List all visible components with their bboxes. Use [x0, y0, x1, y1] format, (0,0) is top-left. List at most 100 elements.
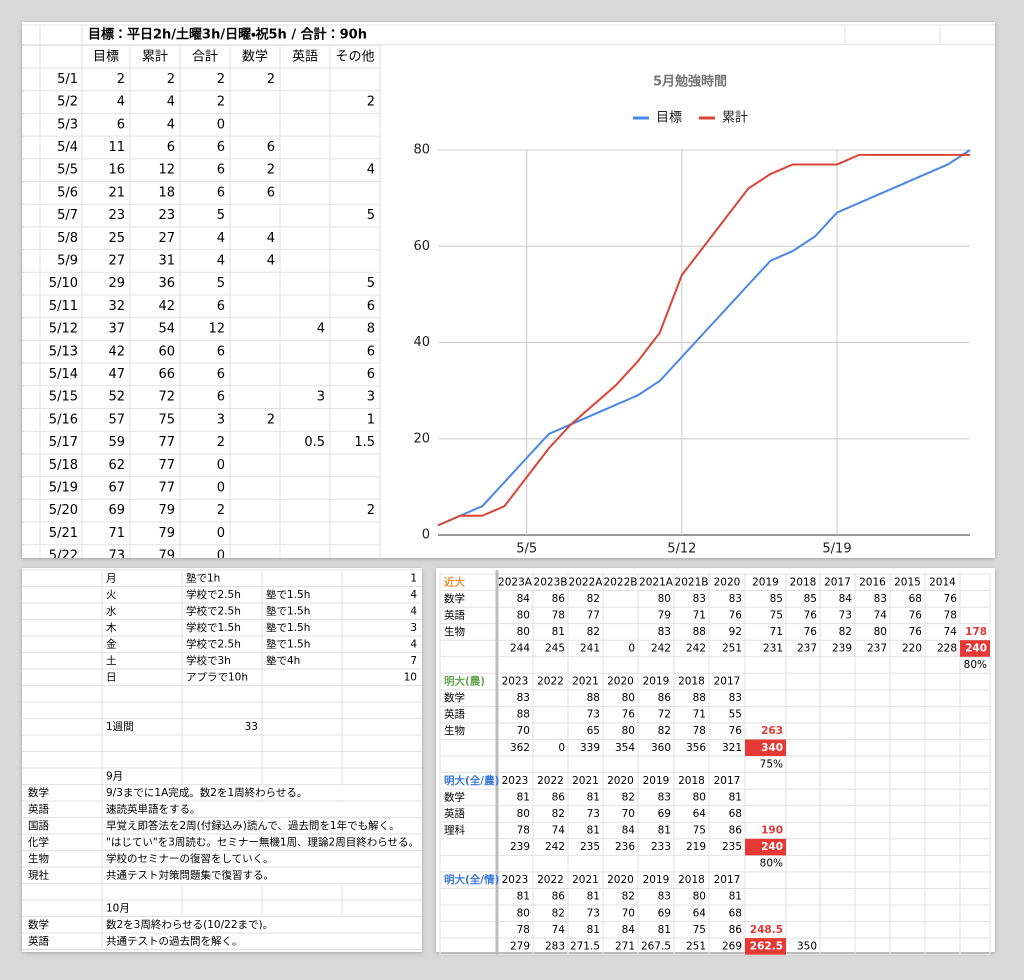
score-cell: 81	[587, 791, 600, 803]
item-cell: アプラで10h	[186, 671, 248, 683]
value-cell: 2	[117, 72, 125, 87]
value-cell: 2	[217, 435, 225, 450]
subject-label: 英語	[444, 807, 465, 820]
year-header: 2017	[824, 576, 851, 588]
hours-cell: 10	[404, 671, 417, 683]
date-cell: 5/13	[49, 344, 78, 359]
y-tick-label: 80	[413, 143, 430, 158]
score-cell: 84	[622, 924, 636, 936]
value-cell: 0	[217, 526, 225, 541]
total-cell: 235	[722, 841, 742, 853]
subject-cell: 数学	[28, 786, 49, 799]
total-cell: 245	[545, 642, 565, 654]
value-cell: 69	[108, 503, 125, 518]
target-score: 248.5	[750, 924, 783, 936]
item-cell: 塾で1.5h	[266, 621, 310, 634]
date-cell: 5/19	[49, 480, 78, 495]
value-cell: 77	[158, 480, 175, 495]
item-cell: 学校で2.5h	[186, 588, 241, 601]
value-cell: 6	[267, 140, 275, 155]
value-cell: 77	[158, 435, 175, 450]
value-cell: 21	[108, 185, 125, 200]
score-cell: 76	[944, 593, 958, 605]
total-cell: 267.5	[641, 940, 671, 952]
score-cell: 68	[729, 808, 742, 820]
score-cell: 73	[587, 907, 600, 919]
date-cell: 5/5	[57, 163, 78, 178]
score-cell: 76	[909, 626, 923, 638]
plan-text: 数2を3周終わらせる(10/22まで)。	[106, 918, 273, 931]
date-cell: 5/20	[49, 503, 78, 518]
score-cell: 74	[944, 626, 958, 638]
score-cell: 81	[658, 924, 671, 936]
value-cell: 3	[217, 412, 225, 427]
total-cell: 220	[902, 642, 922, 654]
subject-label: 数学	[444, 691, 465, 704]
value-cell: 2	[217, 95, 225, 110]
score-cell: 72	[658, 709, 671, 721]
x-tick-label: 5/5	[516, 542, 537, 557]
year-header: 2020	[607, 676, 634, 688]
score-cell: 82	[622, 791, 635, 803]
date-cell: 5/18	[49, 458, 78, 473]
score-cell: 88	[587, 692, 600, 704]
year-header: 2017	[714, 676, 741, 688]
subject-label: 生物	[444, 724, 465, 737]
legend-label: 累計	[722, 110, 748, 126]
score-cell: 82	[552, 808, 565, 820]
score-cell: 78	[693, 725, 706, 737]
subject-label: 理科	[444, 824, 465, 837]
value-cell: 1	[367, 412, 375, 427]
score-cell: 75	[693, 924, 706, 936]
total-cell: 339	[580, 742, 600, 754]
value-cell: 37	[108, 322, 125, 337]
subject-cell: 英語	[28, 802, 49, 815]
value-cell: 12	[158, 163, 175, 178]
hours-cell: 1	[410, 572, 417, 584]
score-cell: 82	[587, 626, 600, 638]
highlight-cell	[745, 739, 786, 757]
weekly-label: 1週間	[106, 721, 134, 733]
value-cell: 62	[108, 458, 125, 473]
score-cell: 88	[517, 709, 530, 721]
item-cell: 塾で4h	[266, 654, 300, 667]
score-cell: 80	[517, 907, 530, 919]
text-backing	[103, 835, 421, 850]
item-cell: 学校で2.5h	[186, 637, 241, 650]
value-cell: 57	[108, 412, 125, 427]
score-cell: 81	[729, 791, 742, 803]
value-cell: 52	[108, 390, 125, 405]
subject-label: 数学	[444, 790, 465, 803]
value-cell: 6	[367, 344, 375, 359]
total-cell: 228	[937, 642, 957, 654]
date-cell: 5/15	[49, 390, 78, 405]
value-cell: 1.5	[354, 435, 375, 450]
score-cell: 64	[693, 808, 707, 820]
score-cell: 76	[622, 709, 636, 721]
section-name: 近大	[444, 575, 465, 588]
value-cell: 54	[158, 322, 175, 337]
score-cell: 79	[658, 609, 671, 621]
subject-label: 数学	[444, 592, 465, 605]
score-cell: 84	[517, 593, 531, 605]
score-cell: 83	[658, 891, 671, 903]
value-cell: 4	[317, 322, 325, 337]
score-cell: 70	[622, 808, 635, 820]
value-cell: 36	[158, 276, 175, 291]
value-cell: 5	[367, 276, 375, 291]
y-tick-label: 60	[413, 239, 430, 254]
score-cell: 83	[874, 593, 887, 605]
subject-cell: 化学	[28, 835, 49, 848]
value-cell: 27	[158, 231, 175, 246]
year-header: 2014	[929, 576, 956, 588]
date-cell: 5/6	[57, 185, 78, 200]
hours-cell: 4	[410, 638, 417, 650]
score-cell: 82	[658, 725, 671, 737]
scores-sheet: 近大 2023A 2023B 2022A 2022B 2021A 2021B 2020 2019…	[439, 570, 991, 956]
score-cell: 81	[658, 825, 671, 837]
year-header: 2022A	[569, 576, 604, 588]
day-cell: 金	[106, 637, 117, 650]
year-header: 2020	[607, 874, 634, 886]
section-name: 明大(全/農)	[444, 774, 499, 787]
